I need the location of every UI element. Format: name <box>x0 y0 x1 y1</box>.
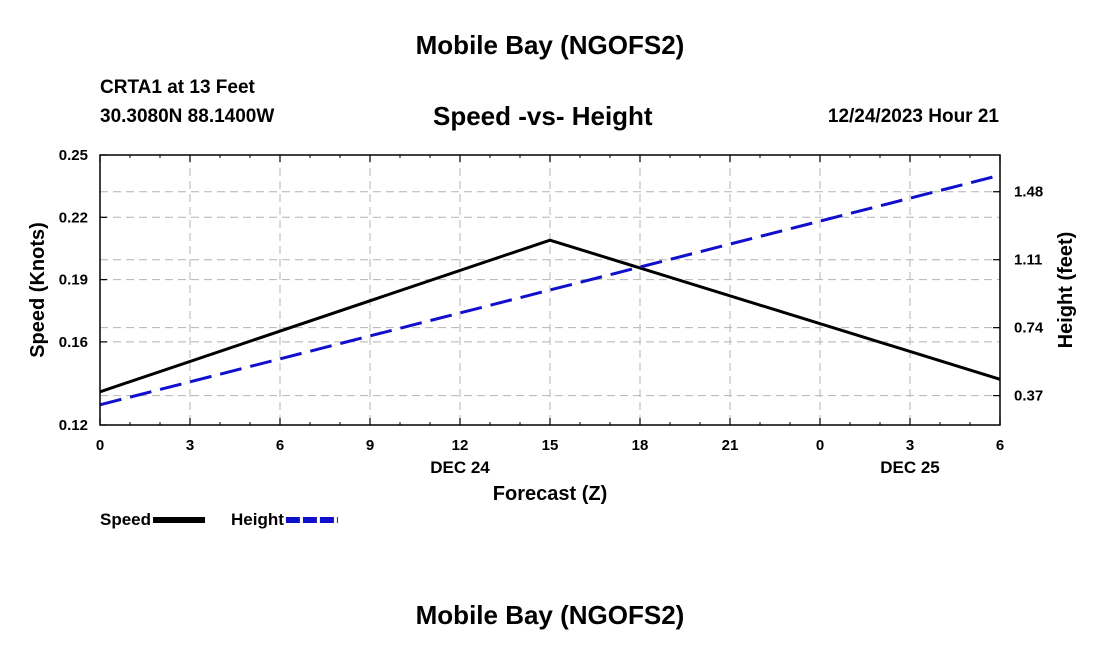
page-title: Mobile Bay (NGOFS2) <box>415 30 685 60</box>
x-tick-label: 18 <box>632 437 649 454</box>
series-line-speed <box>99 238 1001 394</box>
forecast-datetime: 12/24/2023 Hour 21 <box>827 106 999 127</box>
axes: 0 3 6 9 12 15 18 21 0 3 6 DEC 24 DEC 25 0.12 0.16 0.19 0… <box>59 147 1044 477</box>
x-axis-label: Forecast (Z) <box>493 483 607 505</box>
y2-axis-label: Height (feet) <box>1055 232 1077 349</box>
legend-label-speed: Speed <box>100 510 151 529</box>
grid-lines <box>100 155 1000 425</box>
footer-title: Mobile Bay (NGOFS2) <box>415 600 685 630</box>
x-tick-label: 0 <box>816 437 824 454</box>
legend-label-height: Height <box>231 510 284 529</box>
y-tick-label: 0.19 <box>59 272 88 289</box>
legend: Speed Height <box>100 510 338 529</box>
y2-tick-label: 0.37 <box>1014 388 1043 405</box>
y-tick-label: 0.16 <box>59 334 88 351</box>
x-date-label: DEC 24 <box>430 458 490 477</box>
x-tick-label: 6 <box>996 437 1004 454</box>
y2-tick-label: 0.74 <box>1014 320 1044 337</box>
x-date-label: DEC 25 <box>880 458 940 477</box>
y-tick-label: 0.22 <box>59 209 88 226</box>
x-tick-label: 15 <box>542 437 559 454</box>
series-lines <box>99 173 1001 407</box>
y2-tick-label: 1.11 <box>1014 252 1042 269</box>
y-tick-label: 0.25 <box>59 147 88 164</box>
x-tick-label: 21 <box>722 437 739 454</box>
x-tick-label: 3 <box>186 437 194 454</box>
x-tick-label: 9 <box>366 437 374 454</box>
x-tick-label: 12 <box>452 437 469 454</box>
x-tick-label: 0 <box>96 437 104 454</box>
station-coordinates: 30.3080N 88.1400W <box>100 106 275 127</box>
x-tick-label: 6 <box>276 437 284 454</box>
station-label: CRTA1 at 13 Feet <box>100 77 255 98</box>
x-tick-label: 3 <box>906 437 914 454</box>
y2-tick-label: 1.48 <box>1014 184 1043 201</box>
y-axis-label: Speed (Knots) <box>27 222 49 358</box>
chart-subtitle: Speed -vs- Height <box>433 101 653 131</box>
y-tick-label: 0.12 <box>59 417 88 434</box>
